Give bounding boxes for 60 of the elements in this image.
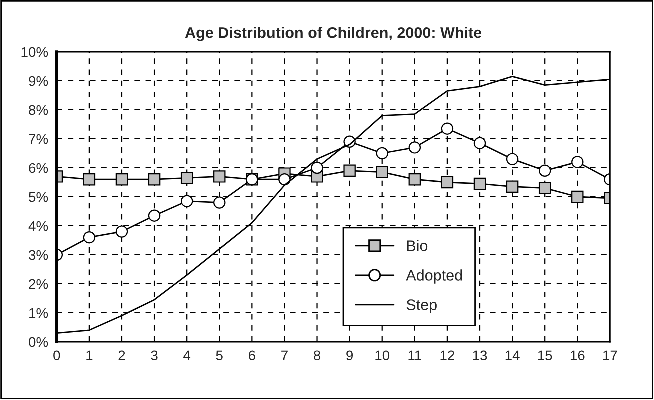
x-tick-label: 4: [184, 350, 191, 360]
point: [148, 173, 161, 186]
point: [408, 142, 422, 154]
point: [506, 153, 519, 166]
point: [538, 164, 552, 178]
point: [116, 173, 128, 186]
y-tick-label: 8%: [29, 105, 48, 116]
point: [408, 173, 422, 186]
x-tick-label: 9: [346, 350, 354, 361]
x-tick-label: 16: [570, 350, 585, 361]
x-tick-label: 1: [86, 350, 93, 360]
point: [538, 182, 552, 194]
x-tick-label: 3: [151, 350, 158, 361]
y-tick-label: 2%: [29, 279, 48, 290]
point: [441, 122, 454, 135]
point: [83, 231, 96, 244]
point: [344, 164, 356, 178]
point: [311, 162, 324, 174]
x-tick-label: 13: [473, 350, 488, 361]
point: [214, 196, 226, 209]
legend-label: Step: [406, 300, 437, 314]
point: [214, 170, 226, 183]
legend-label: Bio: [407, 240, 428, 252]
point: [441, 176, 454, 189]
x-tick-label: 8: [314, 350, 321, 361]
x-tick-label: 17: [604, 350, 618, 360]
y-tick-label: 10%: [22, 47, 48, 58]
x-tick-label: 6: [249, 350, 256, 361]
point: [572, 156, 584, 168]
x-tick-label: 7: [282, 350, 288, 360]
point: [148, 210, 161, 222]
point: [180, 172, 194, 184]
legend-label: Adopted: [406, 270, 462, 284]
point: [278, 173, 291, 186]
y-tick-label: 3%: [29, 250, 48, 260]
y-tick-label: 6%: [29, 163, 48, 174]
y-tick-label: 1%: [30, 308, 48, 318]
y-tick-label: 4%: [28, 221, 48, 232]
x-tick-label: 15: [538, 350, 552, 361]
point: [376, 147, 388, 160]
y-tick-label: 5%: [29, 192, 48, 202]
point: [474, 178, 486, 190]
x-tick-label: 10: [376, 350, 390, 361]
y-tick-label: 9%: [29, 76, 48, 86]
x-tick-label: 0: [54, 350, 60, 361]
x-tick-label: 2: [118, 350, 126, 360]
chart-title: Age Distribution of Children, 2000: White: [185, 27, 482, 42]
x-tick-label: 14: [506, 350, 520, 360]
y-tick-label: 7%: [29, 134, 48, 144]
point: [474, 137, 486, 150]
x-tick-label: 5: [216, 350, 223, 361]
point: [83, 173, 96, 186]
point: [116, 226, 128, 238]
point: [506, 180, 519, 193]
x-tick-label: 12: [440, 350, 454, 360]
point: [376, 166, 388, 178]
x-tick-label: 11: [408, 350, 422, 360]
point: [572, 190, 584, 204]
y-tick-label: 0%: [29, 337, 48, 348]
point: [180, 195, 194, 208]
